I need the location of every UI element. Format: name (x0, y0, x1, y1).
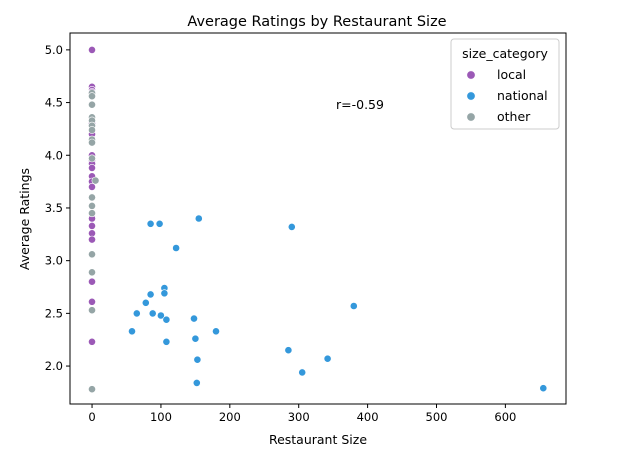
data-point-national (190, 314, 198, 323)
data-point-local (88, 235, 96, 244)
data-point-national (160, 289, 169, 298)
data-point-other (88, 92, 96, 101)
x-tick-label: 400 (357, 410, 379, 424)
legend-title: size_category (462, 46, 548, 61)
legend-entries: local national other (466, 67, 548, 124)
x-tick-label: 200 (219, 410, 241, 424)
x-tick-label: 500 (426, 410, 448, 424)
x-axis-label: Restaurant Size (269, 432, 367, 447)
data-point-national (148, 309, 157, 318)
y-axis: 2.0 2.5 3.0 3.5 4.0 4.5 5.0 (45, 43, 70, 373)
y-tick-label: 3.0 (45, 254, 63, 268)
data-point-other (88, 306, 96, 315)
data-point-other (88, 193, 96, 202)
legend-marker-national (466, 91, 476, 101)
data-point-national (349, 302, 358, 310)
legend-label-local: local (497, 67, 526, 82)
legend-label-other: other (497, 109, 531, 124)
data-point-national (128, 327, 136, 336)
data-point-national (141, 298, 150, 307)
data-point-other (88, 126, 96, 134)
data-point-national (323, 354, 332, 363)
y-tick-label: 2.0 (45, 359, 63, 373)
data-point-local (88, 277, 96, 286)
data-point-other (88, 268, 96, 277)
y-axis-label: Average Ratings (17, 168, 32, 270)
data-point-other (88, 209, 96, 218)
data-point-local (88, 297, 96, 306)
data-point-local (88, 221, 96, 230)
x-tick-label: 100 (150, 410, 172, 424)
data-point-local (88, 337, 96, 346)
legend-label-national: national (497, 88, 548, 103)
points-layer (88, 46, 548, 394)
data-point-national (193, 355, 202, 364)
data-point-national (194, 214, 203, 223)
data-point-national (172, 244, 180, 252)
data-point-national (298, 368, 307, 377)
chart-title: Average Ratings by Restaurant Size (187, 14, 446, 30)
legend-box (450, 38, 560, 130)
data-point-local (88, 163, 96, 172)
legend-marker-other (466, 112, 476, 122)
data-point-other (88, 201, 96, 210)
legend-marker-local (466, 70, 476, 80)
y-tick-label: 4.0 (45, 148, 63, 162)
data-point-national (539, 384, 548, 393)
data-point-local (88, 46, 96, 54)
data-point-local (88, 182, 96, 191)
data-point-national (146, 219, 155, 228)
data-point-national (162, 315, 171, 324)
data-point-national (192, 378, 201, 387)
x-tick-label: 300 (288, 410, 310, 424)
data-point-other (88, 154, 96, 163)
data-point-other (88, 385, 96, 394)
y-tick-label: 4.5 (45, 96, 63, 110)
data-point-national (212, 327, 220, 336)
x-axis: 0 100 200 300 400 500 600 (88, 404, 516, 424)
legend: size_category local national other (450, 38, 560, 130)
data-point-national (287, 222, 296, 231)
plot-area-frame (69, 32, 567, 405)
data-point-national (162, 337, 171, 346)
x-tick-label: 0 (88, 410, 95, 424)
data-point-national (156, 311, 165, 320)
data-point-other (88, 100, 96, 109)
data-point-national (191, 334, 200, 343)
data-point-other (91, 176, 100, 185)
y-tick-label: 3.5 (45, 201, 63, 215)
y-tick-label: 5.0 (45, 43, 63, 57)
y-tick-label: 2.5 (45, 306, 63, 320)
data-point-national (155, 219, 164, 228)
data-point-national (132, 309, 141, 318)
data-point-national (146, 290, 155, 299)
correlation-annotation: r=-0.59 (336, 97, 384, 112)
data-point-other (88, 250, 96, 259)
data-point-other (88, 138, 96, 147)
data-point-national (284, 346, 293, 355)
x-tick-label: 600 (494, 410, 516, 424)
